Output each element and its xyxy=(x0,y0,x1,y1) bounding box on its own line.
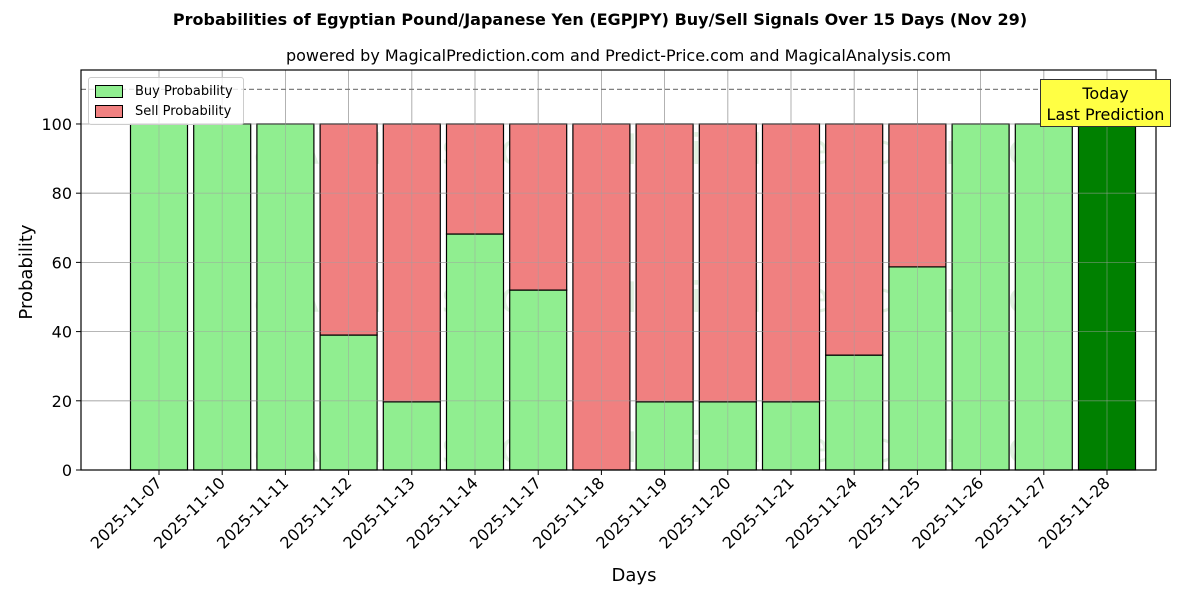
x-axis: 2025-11-072025-11-102025-11-112025-11-12… xyxy=(87,470,1114,553)
y-tick-label: 20 xyxy=(52,392,72,411)
y-axis-label: Probability xyxy=(16,224,37,319)
plot-area-border xyxy=(80,69,1157,471)
chart-title: Probabilities of Egyptian Pound/Japanese… xyxy=(172,10,1028,29)
annotation-line-1: Today xyxy=(1082,84,1129,103)
legend-item-sell: Sell Probability xyxy=(95,103,231,119)
y-tick-label: 100 xyxy=(41,115,72,134)
y-axis: 0 20 40 60 80 100 xyxy=(41,115,81,480)
y-tick-label: 0 xyxy=(62,461,72,480)
chart-subtitle: powered by MagicalPrediction.com and Pre… xyxy=(285,46,952,65)
legend-label-buy: Buy Probability xyxy=(135,83,233,99)
legend-item-buy: Buy Probability xyxy=(95,83,233,99)
sell-swatch-icon xyxy=(95,104,123,118)
buy-swatch-icon xyxy=(95,84,123,98)
today-annotation: Today Last Prediction xyxy=(1040,79,1171,127)
y-tick-label: 40 xyxy=(52,323,72,342)
y-tick-label: 60 xyxy=(52,253,72,272)
x-axis-label: Days xyxy=(612,565,657,586)
legend-label-sell: Sell Probability xyxy=(135,103,232,119)
annotation-line-2: Last Prediction xyxy=(1046,105,1165,124)
legend: Buy Probability Sell Probability xyxy=(88,77,244,125)
bars xyxy=(81,70,1156,471)
y-tick-label: 80 xyxy=(52,184,72,203)
